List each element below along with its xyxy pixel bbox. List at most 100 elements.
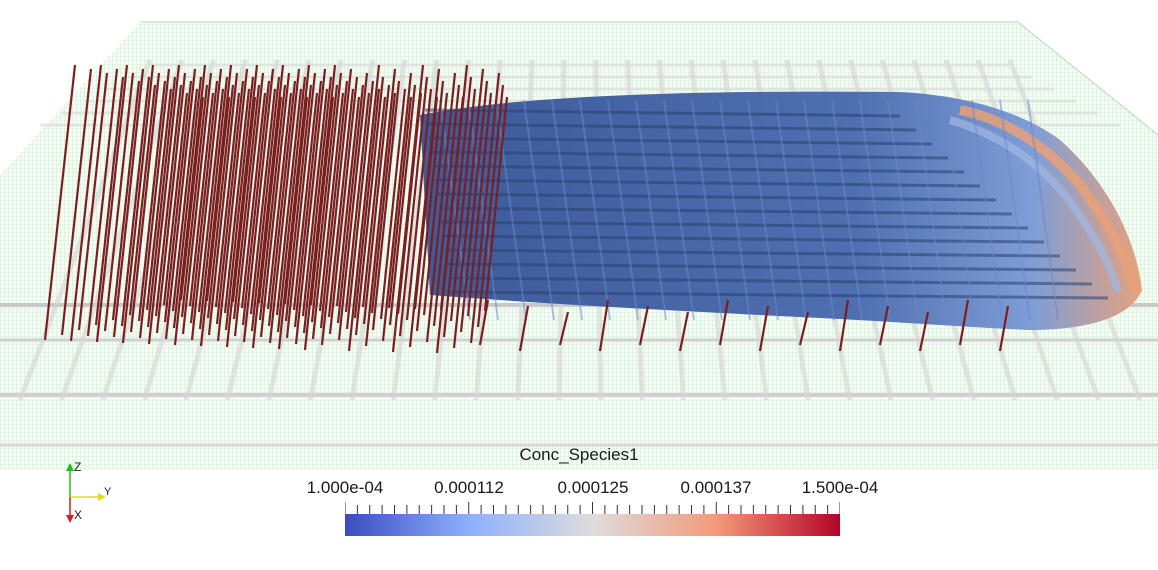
plume-layer [432,164,965,174]
plume-layer [448,276,1093,286]
well [138,68,171,339]
z-axis-label: Z [74,460,81,474]
well [398,76,429,337]
well [301,88,329,317]
well [241,80,271,326]
colorbar-tick-label-max: 1.500e-04 [801,478,879,497]
well [179,96,205,301]
well [391,64,425,353]
well [918,311,930,352]
well [223,88,251,314]
well [249,88,277,315]
orientation-axes[interactable]: Z Y X [52,455,132,535]
plume-column [691,99,723,321]
well [388,84,417,326]
well [137,80,167,322]
well [154,84,183,317]
well [310,84,339,323]
well [466,92,493,317]
well [205,96,231,302]
well [164,68,197,340]
well [258,84,287,321]
colorbar-ticks [345,502,840,514]
well [678,311,690,352]
well [284,84,313,322]
plume-column [831,99,863,321]
well [251,64,285,349]
plume-layer [424,108,901,118]
well [233,72,265,337]
plume-layer [426,122,917,132]
well [199,64,233,347]
well [86,68,119,337]
well [276,76,307,333]
monitoring-wells [43,64,1010,354]
well [283,96,309,305]
well [268,68,301,344]
well [171,88,199,312]
well [181,72,213,335]
plume-layer [438,206,1013,216]
well [379,88,407,320]
well [422,92,449,316]
well [240,92,267,309]
well [190,68,223,341]
well [319,80,349,329]
well [173,64,207,346]
well [111,80,141,321]
plume-column [859,99,891,321]
well [242,68,275,343]
well [231,96,257,303]
well [371,80,401,331]
well [207,72,239,336]
x-arrow-icon [66,515,74,523]
plume-column [635,99,667,321]
plume-column [999,99,1031,321]
well [303,64,337,351]
well [215,80,245,325]
well [257,96,283,304]
well [103,72,135,332]
plume-column [887,99,919,321]
well [267,80,297,327]
well [60,68,93,336]
well [216,68,249,342]
plume-column [747,99,779,321]
colorbar [345,502,840,536]
well [112,68,145,338]
colorbar-gradient [345,514,840,536]
y-arrow-icon [98,493,106,501]
well [146,76,177,328]
plume-column [915,99,947,321]
well [361,96,387,308]
well [285,72,317,339]
plume-layer-grid [424,99,1109,321]
plume-column [579,99,611,321]
well [345,80,375,330]
plume-layer [444,248,1061,258]
plume-layer [440,220,1029,230]
well [155,72,187,334]
well [277,64,311,350]
well [69,64,103,342]
well [798,311,810,346]
plume-column [495,99,527,321]
well [309,96,335,306]
well [121,64,155,344]
well [129,72,161,333]
well [435,64,469,354]
well [225,64,259,348]
well [469,72,501,344]
well [318,92,345,312]
well [94,76,125,326]
plume-column [775,99,807,321]
well [408,68,441,348]
well [77,72,109,331]
well [483,96,509,312]
well [370,92,397,314]
well [162,92,189,306]
well [362,84,391,325]
well [718,299,730,346]
plume-layer [430,150,949,160]
